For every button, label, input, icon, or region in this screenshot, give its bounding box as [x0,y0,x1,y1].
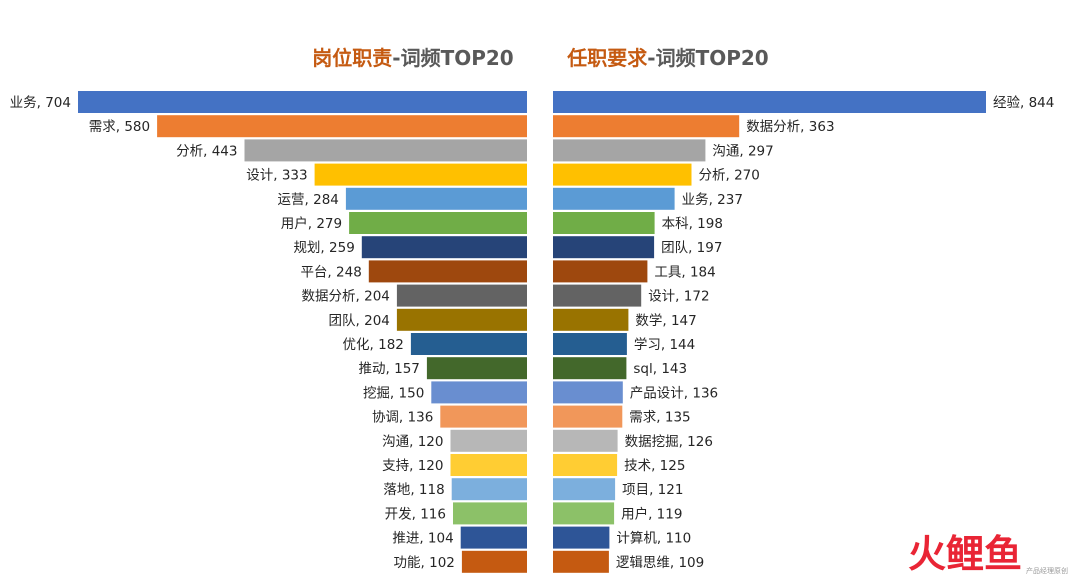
left-bar-label-10: 团队, 204 [329,313,390,329]
left-bar-18 [453,502,527,525]
left-bar-label-15: 沟通, 120 [382,434,443,450]
watermark-subtext: 产品经理原创 [1026,566,1068,575]
left-bar-label-5: 运营, 284 [278,192,339,208]
left-bar-2 [157,115,527,138]
left-bar-label-9: 数据分析, 204 [302,289,390,305]
left-bar-label-13: 挖掘, 150 [363,385,424,401]
right-bar-label-7: 团队, 197 [661,240,722,256]
left-bar-3 [244,139,527,162]
right-bar-8 [553,260,648,283]
right-bar-9 [553,284,642,307]
right-bar-label-13: 产品设计, 136 [630,385,718,401]
right-chart-title: 任职要求-词频TOP20 [566,46,768,70]
right-bar-label-17: 项目, 121 [622,482,683,498]
left-bar-9 [396,284,527,307]
left-bar-label-11: 优化, 182 [343,337,404,353]
right-bar-label-9: 设计, 172 [648,289,709,305]
left-bar-17 [451,478,527,501]
left-bar-label-19: 推进, 104 [392,531,453,547]
right-bar-label-18: 用户, 119 [621,505,682,522]
right-bar-15 [553,429,618,452]
left-bar-label-7: 规划, 259 [293,240,354,256]
right-bar-4 [553,163,692,186]
left-bar-label-8: 平台, 248 [300,264,361,280]
right-bar-label-1: 经验, 844 [993,95,1054,111]
left-bar-11 [410,333,527,355]
right-bar-6 [553,212,655,234]
left-bar-10 [396,308,527,331]
left-title-highlight: 岗位职责 [312,46,392,70]
left-bar-label-16: 支持, 120 [382,458,443,474]
right-bar-18 [553,502,615,525]
right-bar-label-8: 工具, 184 [654,264,715,280]
left-bar-4 [314,163,527,186]
right-bar-label-12: sql, 143 [633,361,687,377]
left-bar-label-4: 设计, 333 [246,168,307,184]
left-bar-chart: 业务, 704 需求, 580 分析, 443 设计, 333 运营, 284 用户, 2… [10,91,527,573]
right-bar-label-14: 需求, 135 [629,410,690,426]
left-bar-label-18: 开发, 116 [385,506,446,522]
left-bar-12 [426,357,527,380]
left-bar-8 [368,260,527,283]
left-bar-7 [361,236,527,259]
right-bar-13 [553,381,623,404]
left-bar-15 [450,429,527,452]
right-bar-label-19: 计算机, 110 [616,531,691,547]
right-bar-3 [553,139,706,162]
left-bar-label-17: 落地, 118 [383,482,444,498]
right-bar-16 [553,454,618,476]
right-bar-label-3: 沟通, 297 [712,143,773,159]
right-bar-label-2: 数据分析, 363 [746,119,834,135]
right-bar-20 [553,550,609,573]
left-bar-label-20: 功能, 102 [394,555,455,571]
left-bar-20 [461,550,527,573]
left-bar-label-1: 业务, 704 [10,95,71,111]
right-bar-11 [553,333,627,355]
right-bar-label-4: 分析, 270 [699,168,760,184]
left-chart-title: 岗位职责-词频TOP20 [312,46,513,70]
right-bar-label-20: 逻辑思维, 109 [616,555,704,571]
left-bar-label-2: 需求, 580 [89,119,150,135]
left-bar-14 [440,405,527,428]
left-bar-19 [460,526,527,549]
right-bar-chart: 经验, 844 数据分析, 363 沟通, 297 分析, 270 业务, 237 本科,… [553,91,1054,573]
left-bar-5 [345,187,527,210]
right-bar-label-6: 本科, 198 [662,216,723,232]
watermark-text: 火鲤鱼 [908,532,1022,576]
left-bar-label-14: 协调, 136 [372,410,433,426]
right-title-highlight: 任职要求 [566,46,648,70]
right-bar-5 [553,187,675,210]
right-bar-1 [553,91,986,113]
right-bar-label-15: 数据挖掘, 126 [625,434,713,450]
watermark-logo: 火鲤鱼 产品经理原创 [908,527,1068,581]
right-title-rest: -词频TOP20 [647,46,768,70]
right-bar-14 [553,405,623,428]
right-bar-label-5: 业务, 237 [682,192,743,208]
right-bar-2 [553,115,740,138]
right-bar-label-10: 数学, 147 [635,313,696,329]
right-bar-19 [553,526,610,549]
left-bar-1 [78,91,527,113]
left-bar-label-6: 用户, 279 [281,215,342,232]
left-bar-16 [450,454,527,476]
left-title-rest: -词频TOP20 [392,46,513,70]
left-bar-label-12: 推动, 157 [359,361,420,377]
right-bar-12 [553,357,627,380]
right-bar-10 [553,308,629,331]
right-bar-label-11: 学习, 144 [634,337,695,353]
left-bar-6 [349,212,527,234]
right-bar-7 [553,236,655,259]
left-bar-label-3: 分析, 443 [176,143,237,159]
right-bar-17 [553,478,616,501]
left-bar-13 [431,381,527,404]
right-bar-label-16: 技术, 125 [624,458,685,474]
